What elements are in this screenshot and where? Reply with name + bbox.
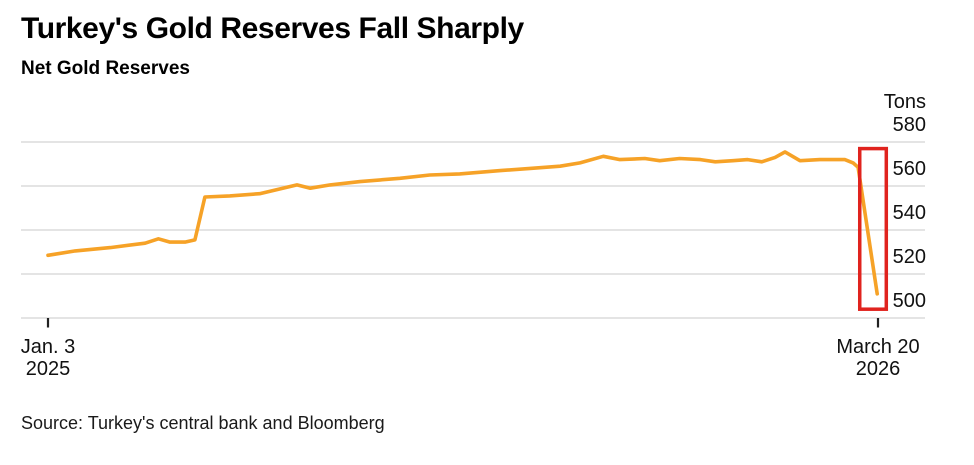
x-tick-label-end-year: 2026 (856, 358, 901, 380)
y-tick-label: 560 (893, 158, 926, 180)
source-note: Source: Turkey's central bank and Bloomb… (21, 413, 385, 433)
chart-title: Turkey's Gold Reserves Fall Sharply (21, 12, 524, 45)
y-tick-label: 500 (893, 290, 926, 312)
chart-subtitle: Net Gold Reserves (21, 58, 190, 79)
x-tick-label-start-year: 2025 (26, 358, 71, 380)
x-tick-label-start: Jan. 3 (21, 336, 75, 358)
y-axis-unit-label: Tons (884, 91, 926, 113)
y-tick-label: 520 (893, 246, 926, 268)
highlight-box (857, 146, 889, 311)
x-tick-label-end: March 20 (836, 336, 919, 358)
y-tick-label: 540 (893, 202, 926, 224)
y-tick-label: 580 (893, 114, 926, 136)
reserves-line (46, 150, 880, 296)
